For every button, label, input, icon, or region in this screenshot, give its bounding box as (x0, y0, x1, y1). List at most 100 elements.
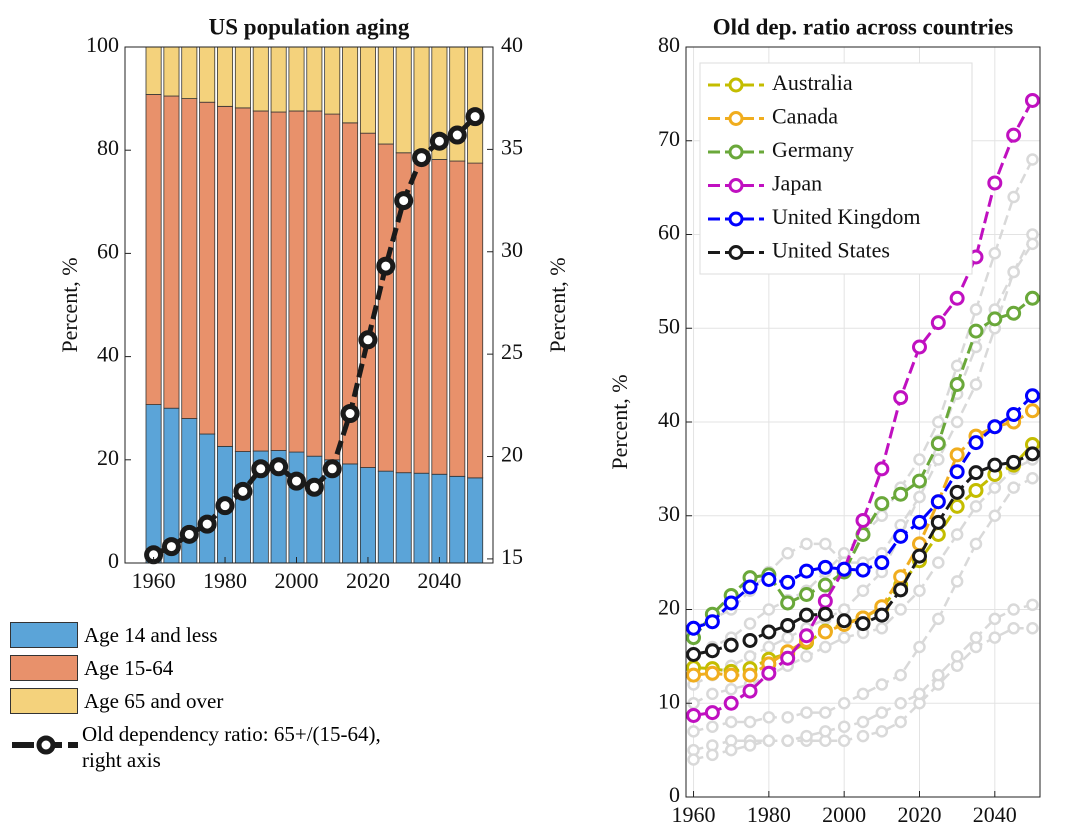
marker (949, 290, 965, 306)
marker (394, 191, 414, 211)
marker (1006, 407, 1022, 422)
marker (913, 584, 926, 597)
legend-entry: Old dependency ratio: 65+/(15-64), right… (10, 721, 424, 773)
x-tick-label: 2040 (973, 802, 1017, 827)
y2-axis-label: Percent, % (545, 257, 570, 352)
marker (932, 453, 945, 466)
marker (894, 668, 907, 682)
marker (969, 500, 983, 513)
y-tick-label: 0 (108, 548, 119, 573)
marker (743, 715, 757, 729)
legend-marker (36, 735, 56, 755)
marker (988, 247, 1002, 260)
marker (1006, 454, 1022, 470)
marker (800, 650, 813, 663)
marker (706, 748, 719, 762)
marker (950, 415, 964, 429)
marker (817, 559, 833, 575)
marker (1024, 290, 1040, 306)
bar (234, 451, 251, 564)
y2-tick-label: 25 (501, 339, 523, 364)
marker (1007, 603, 1020, 616)
marker (780, 617, 796, 633)
marker (875, 706, 889, 719)
marker (875, 622, 889, 635)
y2-tick-label: 15 (501, 544, 523, 569)
marker (911, 339, 927, 355)
marker (723, 695, 739, 711)
marker (819, 537, 832, 551)
bar (342, 463, 359, 564)
bar (217, 105, 234, 447)
marker (950, 359, 964, 372)
marker (893, 528, 909, 544)
y-tick-label: 10 (658, 688, 680, 713)
legend-label: Age 65 and over (84, 689, 224, 713)
marker (215, 496, 235, 516)
marker (874, 555, 890, 571)
y-tick-label: 40 (658, 407, 680, 432)
marker (987, 175, 1003, 191)
bar (342, 46, 359, 124)
marker (875, 509, 889, 522)
marker (894, 603, 907, 616)
marker (988, 481, 1002, 494)
marker (1024, 388, 1040, 404)
marker (724, 743, 738, 757)
bar (288, 451, 305, 564)
marker (1026, 598, 1039, 612)
marker (949, 464, 965, 480)
marker (969, 537, 983, 551)
marker (913, 490, 926, 504)
marker (968, 323, 984, 339)
marker (742, 683, 758, 699)
marker (817, 606, 833, 622)
marker (743, 617, 757, 630)
marker (874, 607, 890, 623)
y-tick-label: 40 (97, 342, 119, 367)
y2-tick-label: 35 (501, 134, 523, 159)
x-tick-label: 1960 (672, 802, 716, 827)
bar (217, 46, 234, 107)
marker (762, 603, 776, 616)
marker (1007, 622, 1020, 635)
bar (467, 46, 484, 164)
y-tick-label: 20 (658, 595, 680, 620)
bar (413, 46, 430, 158)
marker (233, 481, 253, 501)
marker (723, 637, 739, 653)
bar (431, 159, 448, 475)
marker (949, 484, 965, 500)
marker (913, 640, 926, 654)
marker (837, 720, 851, 733)
marker (819, 640, 832, 654)
marker (855, 512, 871, 528)
bar (395, 472, 412, 564)
x-tick-label: 2020 (897, 802, 941, 827)
marker (799, 563, 815, 579)
marker (800, 537, 813, 551)
legend: Age 14 and less Age 15-64 Age 65 and over O… (10, 622, 424, 780)
marker (969, 303, 983, 316)
marker (874, 461, 890, 477)
marker (856, 584, 870, 597)
marker (969, 378, 983, 391)
marker (1026, 472, 1039, 485)
marker (893, 486, 909, 502)
legend-label: Age 15-64 (84, 656, 174, 680)
bar (324, 46, 341, 115)
bar (413, 472, 430, 564)
marker (742, 579, 758, 595)
marker (856, 687, 870, 701)
legend-box (699, 62, 973, 275)
y-tick-label: 20 (97, 445, 119, 470)
marker (893, 582, 909, 598)
y2-tick-label: 20 (501, 442, 523, 467)
marker (930, 494, 946, 510)
marker (969, 631, 983, 644)
marker (781, 711, 794, 724)
y-tick-label: 70 (658, 126, 680, 151)
marker (465, 107, 485, 127)
chart-title: US population aging (209, 14, 410, 39)
